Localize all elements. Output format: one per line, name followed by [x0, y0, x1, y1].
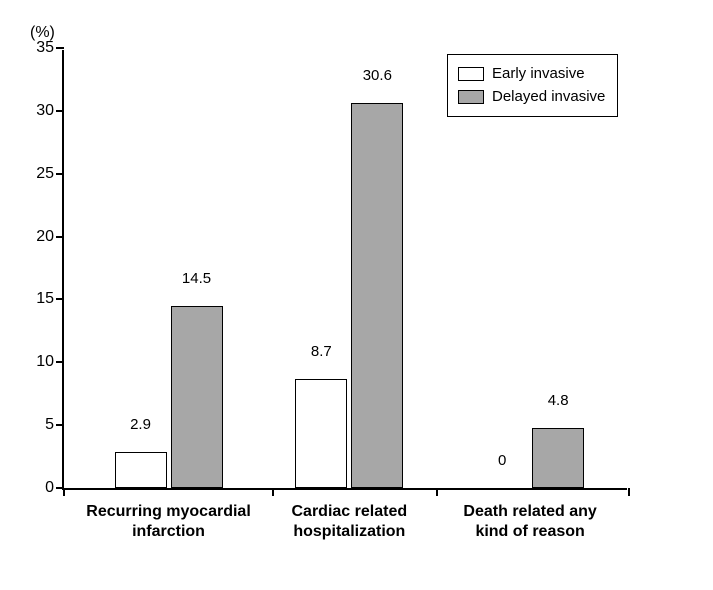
legend: Early invasiveDelayed invasive: [447, 54, 618, 117]
y-tick-label: 20: [36, 228, 64, 246]
value-label: 2.9: [130, 416, 151, 433]
y-tick-label: 35: [36, 39, 64, 57]
legend-swatch: [458, 90, 484, 104]
category-label: Death related anykind of reason: [440, 488, 620, 542]
bar: [532, 428, 584, 488]
y-tick-label: 0: [45, 479, 64, 497]
bar: [295, 379, 347, 488]
legend-swatch: [458, 67, 484, 81]
y-tick-label: 5: [45, 416, 64, 434]
legend-label: Delayed invasive: [492, 86, 605, 109]
category-label: Recurring myocardialinfarction: [79, 488, 259, 542]
bar: [171, 306, 223, 488]
legend-item: Delayed invasive: [458, 86, 605, 109]
bar: [115, 452, 167, 488]
legend-item: Early invasive: [458, 63, 605, 86]
value-label: 14.5: [182, 270, 211, 287]
y-tick-label: 30: [36, 102, 64, 120]
bar: [351, 103, 403, 488]
x-tick: [628, 488, 630, 496]
value-label: 30.6: [363, 67, 392, 84]
y-tick-label: 10: [36, 353, 64, 371]
value-label: 4.8: [548, 392, 569, 409]
y-tick-label: 25: [36, 165, 64, 183]
category-label: Cardiac relatedhospitalization: [259, 488, 439, 542]
chart-root: (%) 051015202530352.914.5Recurring myoca…: [0, 0, 713, 590]
y-tick-label: 15: [36, 290, 64, 308]
value-label: 8.7: [311, 343, 332, 360]
legend-label: Early invasive: [492, 63, 585, 86]
value-label: 0: [498, 452, 506, 469]
x-tick: [63, 488, 65, 496]
